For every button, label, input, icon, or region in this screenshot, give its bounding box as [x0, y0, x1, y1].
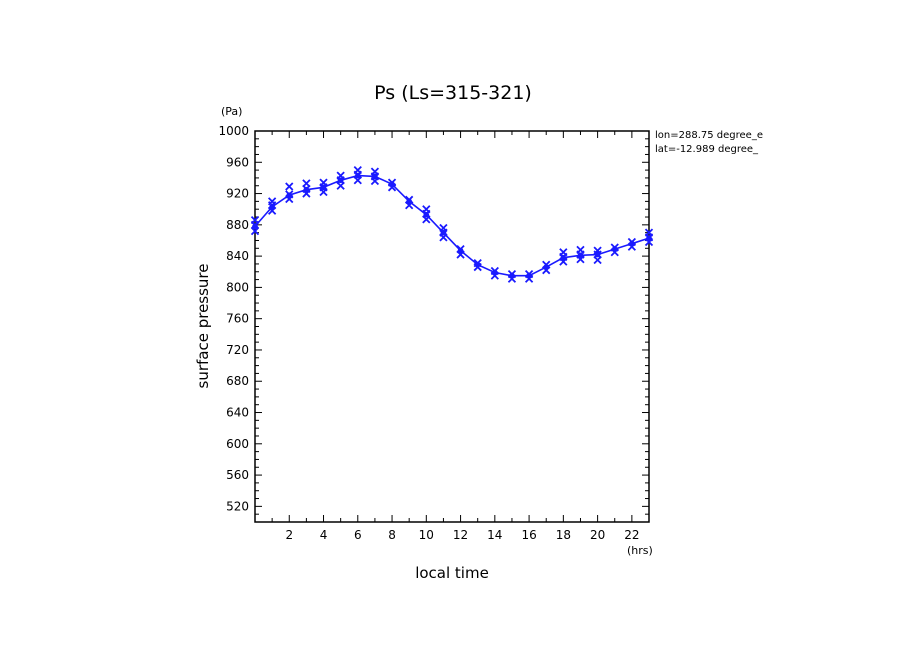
y-tick-label: 680 [226, 374, 249, 388]
sample-marker [507, 269, 517, 279]
sample-marker [336, 171, 345, 180]
x-tick-label: 4 [320, 528, 328, 542]
sample-marker [267, 197, 277, 206]
annotation-lon: lon=288.75 degree_e [655, 130, 763, 141]
y-tick-label: 840 [226, 249, 249, 263]
sample-marker [542, 260, 551, 269]
annotation-lat: lat=-12.989 degree_ [655, 144, 759, 155]
y-tick-label: 760 [226, 312, 249, 326]
y-axis-title: surface pressure [194, 264, 212, 389]
sample-marker [593, 246, 602, 255]
sample-marker [285, 190, 294, 199]
x-tick-label: 6 [354, 528, 362, 542]
x-tick-label: 18 [556, 528, 571, 542]
sample-marker [576, 245, 585, 255]
y-tick-label: 880 [226, 218, 249, 232]
sample-marker [387, 178, 397, 187]
sample-marker [250, 226, 260, 236]
y-tick-label: 920 [226, 187, 249, 201]
y-tick-label: 640 [226, 406, 249, 420]
y-tick-label: 560 [226, 468, 249, 482]
y-tick-label: 520 [226, 499, 249, 513]
x-tick-label: 12 [453, 528, 468, 542]
sample-marker [524, 269, 534, 279]
x-tick-label: 16 [521, 528, 536, 542]
x-tick-label: 14 [487, 528, 502, 542]
sample-marker [610, 243, 619, 252]
sample-marker [422, 205, 431, 214]
sample-marker [473, 259, 482, 268]
sample-marker [250, 216, 260, 225]
y-tick-label: 1000 [218, 124, 249, 138]
sample-marker [644, 228, 654, 237]
y-axis: 520 560 600 640 680 720 760 800 840 880 920 960 1000 [218, 124, 649, 523]
y-tick-label: 960 [226, 155, 249, 169]
y-axis-unit: (Pa) [221, 105, 242, 118]
x-tick-label: 22 [624, 528, 639, 542]
sample-marker [405, 195, 414, 204]
y-tick-label: 800 [226, 280, 249, 294]
x-axis-title: local time [415, 564, 489, 582]
y-tick-label: 600 [226, 437, 249, 451]
sample-marker [370, 167, 380, 176]
series-layer [250, 165, 654, 283]
sample-marker [490, 266, 499, 276]
mean-pressure-line [254, 174, 650, 277]
sample-marker [302, 179, 311, 188]
chart-title: Ps (Ls=315-321) [374, 82, 532, 104]
x-tick-label: 8 [388, 528, 396, 542]
sample-marker [559, 248, 568, 257]
x-tick-label: 2 [285, 528, 293, 542]
sample-marker [285, 182, 294, 191]
sample-marker [353, 165, 362, 175]
plot-frame [254, 130, 650, 523]
x-axis-unit: (hrs) [627, 544, 653, 557]
x-tick-label: 20 [590, 528, 605, 542]
sample-marker [319, 178, 328, 187]
y-tick-label: 720 [226, 343, 249, 357]
x-axis: 2 4 6 8 10 12 14 16 18 20 22 [271, 131, 640, 542]
sample-marker [456, 244, 465, 254]
sample-marker [439, 223, 448, 233]
x-tick-label: 10 [419, 528, 434, 542]
sample-marker [627, 237, 637, 247]
